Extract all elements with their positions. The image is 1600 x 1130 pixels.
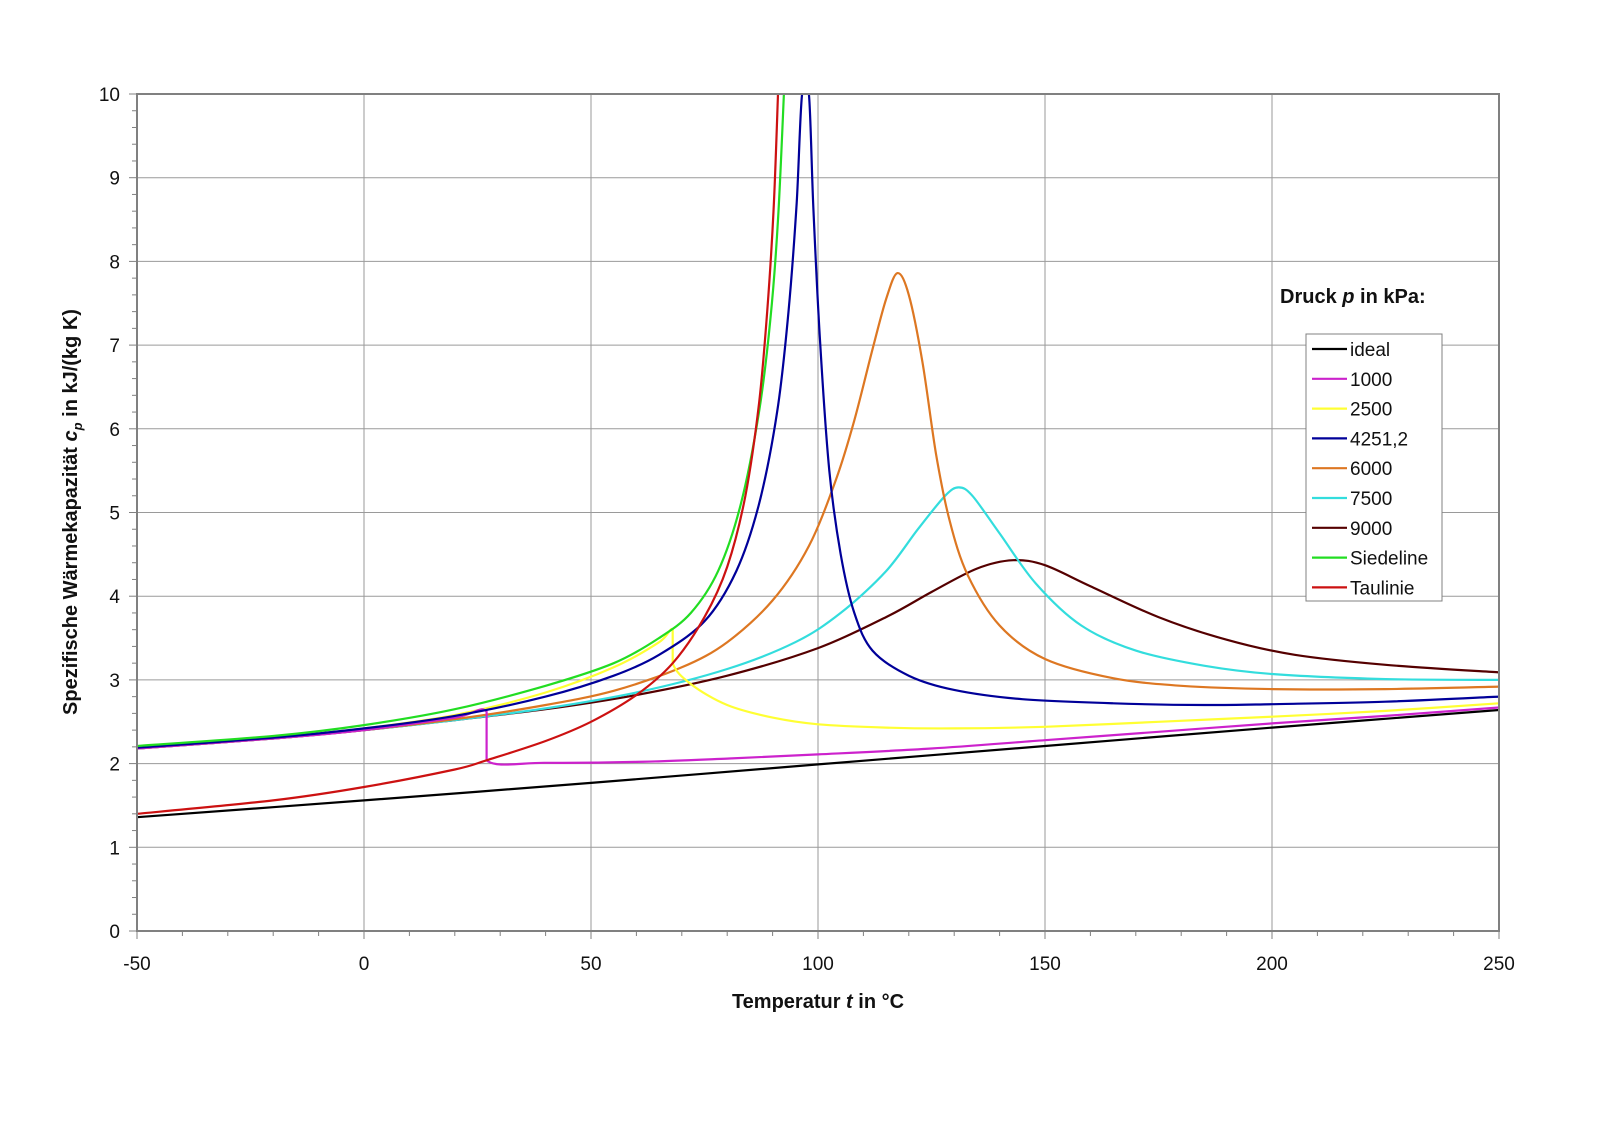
legend-item: 6000 [1312,459,1392,480]
y-tick-label: 0 [109,922,120,943]
series-line-6000 [137,272,1499,750]
x-tick-label: 200 [1256,954,1288,975]
y-title-subscript: p [70,422,85,431]
x-tick-label: 100 [802,954,834,975]
legend-item: 2500 [1312,400,1392,421]
y-tick-label: 8 [109,252,120,273]
legend-label: 7500 [1350,489,1392,510]
legend-item: Taulinie [1312,578,1414,599]
y-tick-label: 5 [109,504,120,525]
x-title-text: Temperatur [732,991,846,1013]
legend-title-unit: in kPa: [1354,286,1425,308]
series-line-1000 [137,706,1499,766]
legend: ideal 1000 2500 4251,2 6000 7500 9000 Siedeline… [1305,333,1443,602]
legend-title-text: Druck [1280,286,1342,308]
x-tick-label: 250 [1483,954,1515,975]
legend-items: ideal 1000 2500 4251,2 6000 7500 9000 Siedeline… [1312,340,1428,599]
legend-label: 6000 [1350,459,1392,480]
x-title-variable: t [846,991,854,1013]
y-axis-title: Spezifische Wärmekapazität cp in kJ/(kg … [60,309,85,715]
x-axis-tick-labels: -50 0 50 100 150 200 250 [123,954,1515,975]
series-line-ideal [137,708,1499,819]
legend-item: ideal [1312,340,1390,361]
y-tick-label: 2 [109,755,120,776]
y-title-unit: in kJ/(kg K) [60,309,82,422]
y-tick-label: 9 [109,169,120,190]
grid-lines [136,93,1500,932]
y-axis-tick-labels: 0 1 2 3 4 5 6 7 8 9 10 [99,85,121,943]
y-tick-label: 4 [109,587,120,608]
y-tick-label: 1 [109,838,120,859]
x-tick-label: 50 [580,954,601,975]
legend-label: Siedeline [1350,549,1428,570]
x-title-unit: in °C [853,991,904,1013]
legend-title: Druck p in kPa: [1280,286,1426,308]
y-tick-label: 6 [109,420,120,441]
y-title-text: Spezifische Wärmekapazität [60,442,82,715]
legend-item: 9000 [1312,519,1392,540]
y-tick-label: 10 [99,85,120,106]
legend-label: ideal [1350,340,1390,361]
series-line-taulinie [137,94,780,815]
legend-label: 1000 [1350,370,1392,391]
legend-label: 9000 [1350,519,1392,540]
legend-label: 2500 [1350,400,1392,421]
legend-title-variable: p [1341,286,1354,308]
axis-ticks [129,93,1500,939]
x-tick-label: 150 [1029,954,1061,975]
x-tick-label: -50 [123,954,150,975]
y-title-variable: c [60,430,82,441]
legend-label: Taulinie [1350,578,1414,599]
legend-item: 7500 [1312,489,1392,510]
x-axis-title: Temperatur t in °C [732,991,904,1013]
legend-label: 4251,2 [1350,429,1408,450]
y-tick-label: 7 [109,336,120,357]
x-tick-label: 0 [359,954,370,975]
legend-item: 4251,2 [1312,429,1408,450]
legend-item: Siedeline [1312,549,1428,570]
series-line-siedeline [137,94,785,748]
y-tick-label: 3 [109,671,120,692]
legend-item: 1000 [1312,370,1392,391]
